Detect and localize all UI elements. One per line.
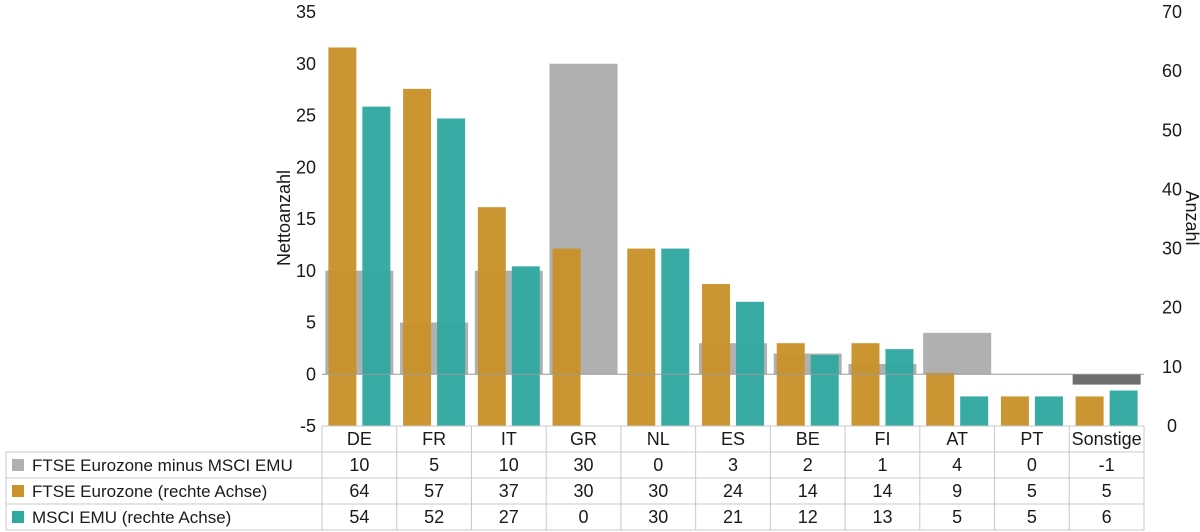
table-cell-value: 21 [723, 507, 743, 527]
table-cell-value: 13 [872, 507, 892, 527]
bar-ftse-eurozone [328, 47, 357, 426]
right-tick-label: 10 [1162, 357, 1182, 377]
legend-swatch [12, 459, 24, 471]
table-cell-value: 10 [499, 455, 519, 475]
legend-label: FTSE Eurozone (rechte Achse) [32, 482, 267, 501]
table-cell-value: 24 [723, 481, 743, 501]
category-label: IT [501, 429, 517, 449]
bar-ftse-eurozone [702, 284, 730, 426]
left-tick-label: 15 [296, 209, 316, 229]
category-label: Sonstige [1072, 429, 1142, 449]
table-cell-value: 57 [424, 481, 444, 501]
bar-ftse-minus-msci [1072, 374, 1141, 385]
right-axis-ticks: 70 60 50 40 30 20 10 0 [1162, 2, 1182, 436]
table-cell-value: 12 [798, 507, 818, 527]
table-cell-value: 30 [574, 481, 594, 501]
bar-msci-emu [810, 355, 839, 426]
left-tick-label: 30 [296, 54, 316, 74]
bar-ftse-eurozone [1075, 396, 1104, 426]
bar-msci-emu [661, 248, 690, 426]
category-label: AT [946, 429, 968, 449]
right-tick-label: 40 [1162, 179, 1182, 199]
right-tick-label: 30 [1162, 239, 1182, 259]
table-cell-value: 5 [952, 507, 962, 527]
category-label: GR [570, 429, 597, 449]
category-label: BE [796, 429, 820, 449]
table-cell-value: 9 [952, 481, 962, 501]
table-cell-value: 5 [1102, 481, 1112, 501]
legend-label: FTSE Eurozone minus MSCI EMU [32, 456, 293, 475]
table-cell-value: 30 [648, 481, 668, 501]
category-label: DE [347, 429, 372, 449]
left-tick-label: 25 [296, 106, 316, 126]
legend-swatch [12, 485, 24, 497]
table-cell-value: 14 [872, 481, 892, 501]
bar-ftse-eurozone [851, 343, 880, 426]
table-cell-value: 6 [1102, 507, 1112, 527]
table-cell-value: 3 [728, 455, 738, 475]
left-tick-label: 5 [306, 313, 316, 333]
table-cell-value: 14 [798, 481, 818, 501]
right-tick-label: 20 [1162, 298, 1182, 318]
category-label: FR [422, 429, 446, 449]
left-tick-label: 10 [296, 261, 316, 281]
table-cell-value: 64 [349, 481, 369, 501]
bar-ftse-minus-msci [923, 332, 992, 375]
right-tick-label: 50 [1162, 120, 1182, 140]
table-cell-value: 4 [952, 455, 962, 475]
bar-ftse-eurozone [477, 207, 506, 426]
table-cell-value: 2 [803, 455, 813, 475]
bar-ftse-eurozone [1000, 396, 1029, 426]
table-cell-value: 5 [429, 455, 439, 475]
category-label: FI [874, 429, 890, 449]
bar-ftse-eurozone [552, 248, 581, 426]
bar-msci-emu [1109, 390, 1138, 426]
category-label: ES [721, 429, 745, 449]
table-cell-value: 37 [499, 481, 519, 501]
left-tick-label: 20 [296, 157, 316, 177]
bars [325, 47, 1141, 426]
table-cell-value: 30 [574, 455, 594, 475]
table-cell-value: 0 [653, 455, 663, 475]
table-cell-value: -1 [1099, 455, 1115, 475]
right-tick-label: 60 [1162, 61, 1182, 81]
category-label: NL [647, 429, 670, 449]
table-cell-value: 10 [349, 455, 369, 475]
legend-swatch [12, 511, 24, 523]
right-tick-label: 70 [1162, 2, 1182, 22]
table-cell-value: 52 [424, 507, 444, 527]
left-tick-label: 0 [306, 364, 316, 384]
bar-msci-emu [736, 301, 764, 426]
legend-label: MSCI EMU (rechte Achse) [32, 508, 231, 527]
bar-msci-emu [362, 106, 391, 426]
bar-msci-emu [960, 396, 989, 426]
table-cell-value: 0 [1027, 455, 1037, 475]
bar-ftse-minus-msci [848, 363, 917, 375]
table-cell-value: 54 [349, 507, 369, 527]
table-cell-value: 5 [1027, 481, 1037, 501]
bar-msci-emu [885, 349, 914, 426]
bar-ftse-eurozone [926, 372, 955, 426]
left-tick-label: -5 [300, 416, 316, 436]
table-cell-value: 27 [499, 507, 519, 527]
category-label: PT [1020, 429, 1043, 449]
right-axis-title: Anzahl [1182, 190, 1200, 245]
bar-ftse-eurozone [627, 248, 656, 426]
bar-ftse-eurozone [403, 88, 432, 426]
left-tick-label: 35 [296, 2, 316, 22]
table-cell-value: 5 [1027, 507, 1037, 527]
bar-ftse-eurozone [776, 343, 805, 426]
table-cell-value: 30 [648, 507, 668, 527]
bar-msci-emu [437, 118, 466, 426]
left-axis-title: Nettoanzahl [274, 170, 294, 266]
right-tick-label: 0 [1167, 416, 1177, 436]
bar-msci-emu [511, 266, 540, 426]
bar-msci-emu [1034, 396, 1063, 426]
left-axis-ticks: 35 30 25 20 15 10 5 0 -5 [296, 2, 316, 436]
table-cell-value: 1 [877, 455, 887, 475]
table-cell-value: 0 [579, 507, 589, 527]
data-table: DE FR IT GR NL ES BE FI AT PT Sonstige FTSE Eurozon… [5, 425, 1145, 531]
